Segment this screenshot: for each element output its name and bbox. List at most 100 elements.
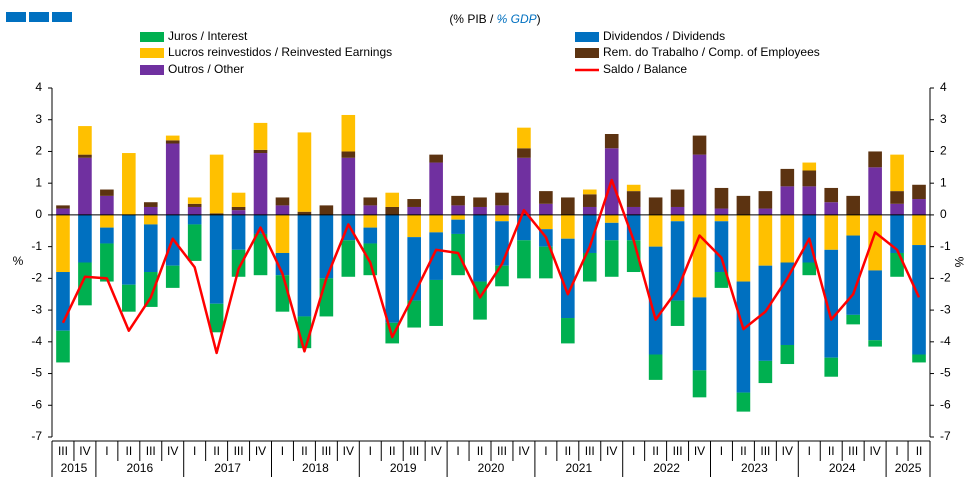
legend-swatch (140, 32, 164, 42)
legend-swatch (575, 32, 599, 42)
legend-label: Saldo / Balance (603, 62, 687, 76)
bar-segment (275, 205, 290, 215)
year-label: 2016 (126, 461, 153, 475)
bar-segment (275, 197, 290, 206)
bar-segment (122, 153, 136, 215)
bar-segment (692, 297, 707, 371)
bar-segment (297, 132, 312, 212)
bar-segment (582, 206, 597, 215)
bar-segment (143, 224, 158, 273)
year-label: 2025 (895, 461, 922, 475)
bar-segment (604, 134, 619, 149)
bar-segment (363, 227, 378, 244)
year-label: 2015 (61, 461, 88, 475)
bar-segment (385, 192, 400, 207)
bar-segment (780, 262, 795, 345)
bar-segment (495, 221, 509, 266)
bar-segment (758, 208, 773, 215)
y2-tick-label: 2 (940, 144, 947, 158)
x-tick-label: IV (430, 444, 441, 458)
year-label: 2017 (214, 461, 241, 475)
bar-segment (165, 143, 180, 215)
x-tick-label: II (564, 444, 571, 458)
x-tick-label: III (760, 444, 770, 458)
x-tick-label: I (808, 444, 811, 458)
x-tick-label: IV (167, 444, 178, 458)
bar-segment (495, 192, 509, 206)
bar-segment (100, 227, 114, 244)
bar-segment (451, 195, 465, 206)
x-tick-label: I (281, 444, 284, 458)
bar-segment (209, 213, 224, 215)
bar-segment (495, 214, 509, 222)
bar-segment (824, 202, 839, 215)
bar-segment (626, 191, 641, 207)
x-tick-label: II (125, 444, 132, 458)
bar-segment (495, 265, 509, 287)
bar-segment (429, 279, 443, 326)
legend-swatch (140, 65, 164, 75)
bar-segment (890, 203, 904, 215)
bar-segment (758, 214, 773, 266)
bar-segment (209, 303, 224, 333)
bar-segment (363, 243, 378, 276)
y2-tick-label: -5 (940, 366, 951, 380)
bar-segment (187, 197, 202, 204)
bar-segment (802, 186, 817, 215)
bar-segment (648, 214, 663, 247)
bar-segment (275, 252, 290, 276)
bar-segment (604, 214, 619, 223)
bar-segment (714, 208, 729, 215)
bar-segment (736, 214, 751, 282)
bar-segment (692, 135, 707, 155)
x-tick-label: I (456, 444, 459, 458)
bar-segment (451, 219, 465, 234)
bar-segment (143, 206, 158, 215)
bar-segment (670, 214, 685, 222)
x-tick-label: III (848, 444, 858, 458)
bar-segment (78, 154, 92, 158)
y-tick-label: 0 (35, 207, 42, 221)
bar-segment (582, 189, 597, 195)
y-tick-label: 2 (35, 144, 42, 158)
bar-segment (912, 354, 926, 363)
y2-tick-label: -2 (940, 271, 951, 285)
x-tick-label: II (301, 444, 308, 458)
x-tick-label: II (740, 444, 747, 458)
bar-segment (187, 224, 202, 261)
year-label: 2019 (390, 461, 417, 475)
bar-segment (473, 214, 487, 282)
bar-segment (56, 208, 70, 215)
bar-segment (429, 214, 443, 233)
x-tick-label: I (369, 444, 372, 458)
bar-segment (868, 167, 882, 215)
bar-segment (890, 214, 904, 253)
x-tick-label: III (409, 444, 419, 458)
bar-segment (539, 246, 553, 279)
bar-segment (385, 214, 400, 323)
y2-tick-label: -3 (940, 302, 951, 316)
bar-segment (231, 249, 246, 277)
bar-segment (714, 187, 729, 209)
year-label: 2018 (302, 461, 329, 475)
y2-tick-label: 3 (940, 112, 947, 126)
x-tick-label: III (234, 444, 244, 458)
bar-segment (517, 127, 531, 149)
y2-tick-label: -7 (940, 429, 951, 443)
legend-label: Outros / Other (168, 62, 244, 76)
x-tick-label: IV (343, 444, 354, 458)
bar-segment (561, 238, 575, 319)
bar-segment (495, 205, 509, 215)
bar-segment (692, 370, 707, 398)
x-tick-label: IV (782, 444, 793, 458)
x-tick-label: I (544, 444, 547, 458)
bar-segment (253, 233, 268, 276)
bar-segment (231, 206, 246, 211)
bar-segment (626, 184, 641, 192)
year-label: 2023 (741, 461, 768, 475)
y2-tick-label: -6 (940, 397, 951, 411)
bar-segment (187, 214, 202, 225)
bar-segment (802, 162, 817, 171)
y-tick-label: -7 (31, 429, 42, 443)
bar-segment (297, 214, 312, 317)
